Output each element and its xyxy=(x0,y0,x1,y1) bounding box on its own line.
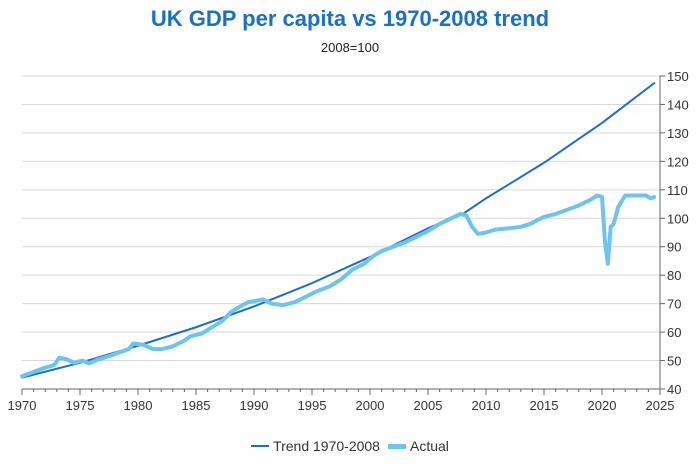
y-tick-label: 120 xyxy=(667,154,689,169)
x-tick-label: 1975 xyxy=(66,398,95,413)
x-tick-label: 1985 xyxy=(182,398,211,413)
y-tick-label: 90 xyxy=(667,240,681,255)
trend-line xyxy=(21,82,656,379)
actual-swatch xyxy=(387,443,406,449)
y-tick-label: 100 xyxy=(667,211,689,226)
actual-line xyxy=(20,193,657,379)
chart-title: UK GDP per capita vs 1970-2008 trend xyxy=(150,6,550,31)
x-axis: 1970 1975 1980 1985 1990 1995 2000 2005 2010 2015… xyxy=(8,388,675,413)
x-tick-label: 1995 xyxy=(298,398,327,413)
chart-legend: Trend 1970-2008 Actual xyxy=(0,438,700,454)
y-tick-label: 70 xyxy=(667,297,681,312)
y-tick-label: 110 xyxy=(667,183,688,198)
x-tick-label: 2010 xyxy=(472,398,501,413)
legend-item-actual: Actual xyxy=(387,438,449,454)
legend-label-actual: Actual xyxy=(409,438,449,454)
y-tick-label: 60 xyxy=(667,325,681,340)
x-tick-label: 1980 xyxy=(124,398,153,413)
x-tick-label: 2025 xyxy=(646,398,675,413)
legend-item-trend: Trend 1970-2008 xyxy=(251,438,380,454)
x-tick-label: 1990 xyxy=(240,398,269,413)
x-tick-label: 2020 xyxy=(588,398,617,413)
x-tick-label: 2000 xyxy=(356,398,385,413)
y-tick-label: 80 xyxy=(667,268,681,283)
x-tick-label: 2015 xyxy=(530,398,559,413)
trend-swatch xyxy=(251,445,270,447)
chart-subtitle: 2008=100 xyxy=(320,40,380,55)
grid-lines xyxy=(22,75,660,390)
y-tick-label: 150 xyxy=(667,69,689,84)
data-series xyxy=(20,82,657,379)
y-tick-label: 140 xyxy=(667,97,689,112)
legend-label-trend: Trend 1970-2008 xyxy=(273,438,380,454)
y-tick-label: 130 xyxy=(667,126,689,141)
x-tick-label: 1970 xyxy=(8,398,37,413)
y-axis-ticks: 40 50 60 70 80 90 100 110 120 130 140 150 xyxy=(659,69,689,397)
y-tick-label: 40 xyxy=(667,382,681,397)
x-tick-label: 2005 xyxy=(414,398,443,413)
y-tick-label: 50 xyxy=(667,354,681,369)
